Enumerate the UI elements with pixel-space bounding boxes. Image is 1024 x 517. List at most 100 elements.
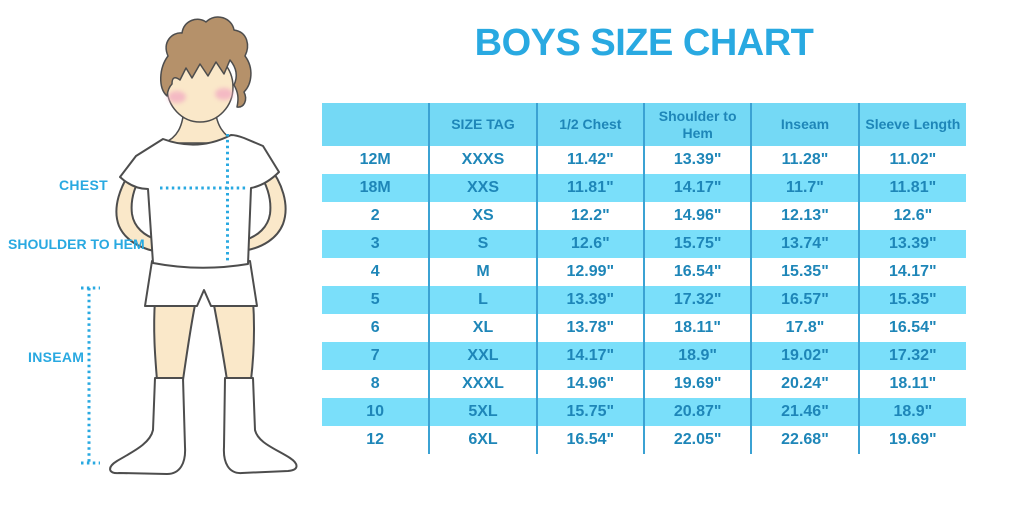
boy-left-leg (153, 299, 198, 381)
table-cell: 19.69" (857, 426, 966, 454)
table-cell: 20.24" (750, 370, 859, 398)
table-cell: XXS (428, 174, 537, 202)
table-cell: XXXS (428, 146, 537, 174)
table-row: 10 5XL 15.75" 20.87" 21.46" 18.9" (322, 398, 966, 426)
table-row: 7 XXL 14.17" 18.9" 19.02" 17.32" (322, 342, 966, 370)
table-cell: XL (428, 314, 537, 342)
table-cell: 10 (322, 398, 430, 426)
table-cell: 12.2" (535, 202, 644, 230)
table-cell: 17.8" (750, 314, 859, 342)
table-cell: 18.11" (857, 370, 966, 398)
table-cell: 14.17" (857, 258, 966, 286)
table-cell: XXL (428, 342, 537, 370)
table-cell: XXXL (428, 370, 537, 398)
size-chart-table: SIZE TAG 1/2 Chest Shoulder to Hem Inseam Sl… (322, 103, 966, 454)
table-cell: 15.35" (857, 286, 966, 314)
boy-right-sock (222, 377, 298, 475)
boy-left-cheek (168, 91, 186, 103)
boy-left-sock (109, 377, 187, 475)
table-row: 12 6XL 16.54" 22.05" 22.68" 19.69" (322, 426, 966, 454)
table-cell: 13.39" (535, 286, 644, 314)
table-row: 5 L 13.39" 17.32" 16.57" 15.35" (322, 286, 966, 314)
size-chart-table-head: SIZE TAG 1/2 Chest Shoulder to Hem Inseam Sl… (322, 103, 966, 146)
column-header: 1/2 Chest (535, 103, 644, 146)
table-cell: M (428, 258, 537, 286)
table-cell: 19.69" (642, 370, 752, 398)
table-cell: 12.6" (535, 230, 644, 258)
table-row: 3 S 12.6" 15.75" 13.74" 13.39" (322, 230, 966, 258)
table-cell: 13.39" (857, 230, 966, 258)
table-cell: 14.17" (642, 174, 752, 202)
column-header: Sleeve Length (857, 103, 966, 146)
table-row: 2 XS 12.2" 14.96" 12.13" 12.6" (322, 202, 966, 230)
column-header (322, 103, 430, 146)
table-cell: 5XL (428, 398, 537, 426)
table-row: 12M XXXS 11.42" 13.39" 11.28" 11.02" (322, 146, 966, 174)
table-cell: 3 (322, 230, 430, 258)
table-cell: 2 (370, 207, 380, 224)
boy-hair (160, 16, 252, 108)
column-header: Shoulder to Hem (642, 103, 752, 146)
table-cell: 17.32" (642, 286, 752, 314)
boy-right-leg (211, 299, 256, 381)
table-cell: L (428, 286, 537, 314)
table-cell: 7 (322, 342, 430, 370)
table-cell: 6XL (428, 426, 537, 454)
boy-illustration (81, 16, 298, 475)
table-cell: 12 (366, 431, 385, 448)
table-cell: 17.32" (857, 342, 966, 370)
table-cell: 16.57" (750, 286, 859, 314)
table-row: 6 XL 13.78" 18.11" 17.8" 16.54" (322, 314, 966, 342)
page-title: BOYS SIZE CHART (474, 22, 814, 64)
table-cell: 18.11" (642, 314, 752, 342)
boy-measurement-figure: CHEST SHOULDER TO HEM INSEAM (0, 0, 320, 512)
header-row: SIZE TAG 1/2 Chest Shoulder to Hem Inseam Sl… (322, 103, 966, 146)
column-header: Inseam (750, 103, 859, 146)
table-cell: 5 (322, 286, 430, 314)
table-cell: 16.54" (535, 426, 644, 454)
table-row: 4 M 12.99" 16.54" 15.35" 14.17" (322, 258, 966, 286)
table-cell: 20.87" (642, 398, 752, 426)
size-chart-table-body: 12M XXXS 11.42" 13.39" 11.28" 11.02" 18M XXS 11.… (322, 146, 966, 454)
table-cell: 13.39" (642, 146, 752, 174)
table-cell: 11.81" (535, 174, 644, 202)
table-cell: 14.96" (535, 370, 644, 398)
table-cell: 12.13" (750, 202, 859, 230)
table-cell: 22.68" (750, 426, 859, 454)
table-cell: 15.75" (642, 230, 752, 258)
column-header: SIZE TAG (428, 103, 537, 146)
table-cell: 11.02" (857, 146, 966, 174)
table-cell: 8 (370, 375, 380, 392)
table-row: 18M XXS 11.81" 14.17" 11.7" 11.81" (322, 174, 966, 202)
table-cell: 11.81" (857, 174, 966, 202)
table-cell: 18.9" (857, 398, 966, 426)
table-cell: XS (428, 202, 537, 230)
shoulder-to-hem-label: SHOULDER TO HEM (8, 236, 145, 252)
table-cell: 11.28" (750, 146, 859, 174)
boy-tshirt (119, 134, 280, 269)
table-cell: 21.46" (750, 398, 859, 426)
table-cell: 12.99" (535, 258, 644, 286)
table-cell: 15.35" (750, 258, 859, 286)
table-cell: 14.96" (642, 202, 752, 230)
table-cell: S (428, 230, 537, 258)
table-cell: 18.9" (642, 342, 752, 370)
table-cell: 13.74" (750, 230, 859, 258)
table-row: 8 XXXL 14.96" 19.69" 20.24" 18.11" (322, 370, 966, 398)
table-cell: 11.7" (750, 174, 859, 202)
table-cell: 13.78" (535, 314, 644, 342)
table-cell: 12M (359, 151, 391, 168)
inseam-label: INSEAM (28, 349, 85, 365)
table-cell: 6 (370, 319, 380, 336)
table-cell: 19.02" (750, 342, 859, 370)
chest-label: CHEST (59, 177, 108, 193)
table-cell: 11.42" (535, 146, 644, 174)
table-cell: 4 (370, 263, 380, 280)
table-cell: 12.6" (857, 202, 966, 230)
table-cell: 16.54" (642, 258, 752, 286)
table-cell: 15.75" (535, 398, 644, 426)
table-cell: 16.54" (857, 314, 966, 342)
boy-right-cheek (215, 88, 233, 100)
table-cell: 18M (322, 174, 430, 202)
